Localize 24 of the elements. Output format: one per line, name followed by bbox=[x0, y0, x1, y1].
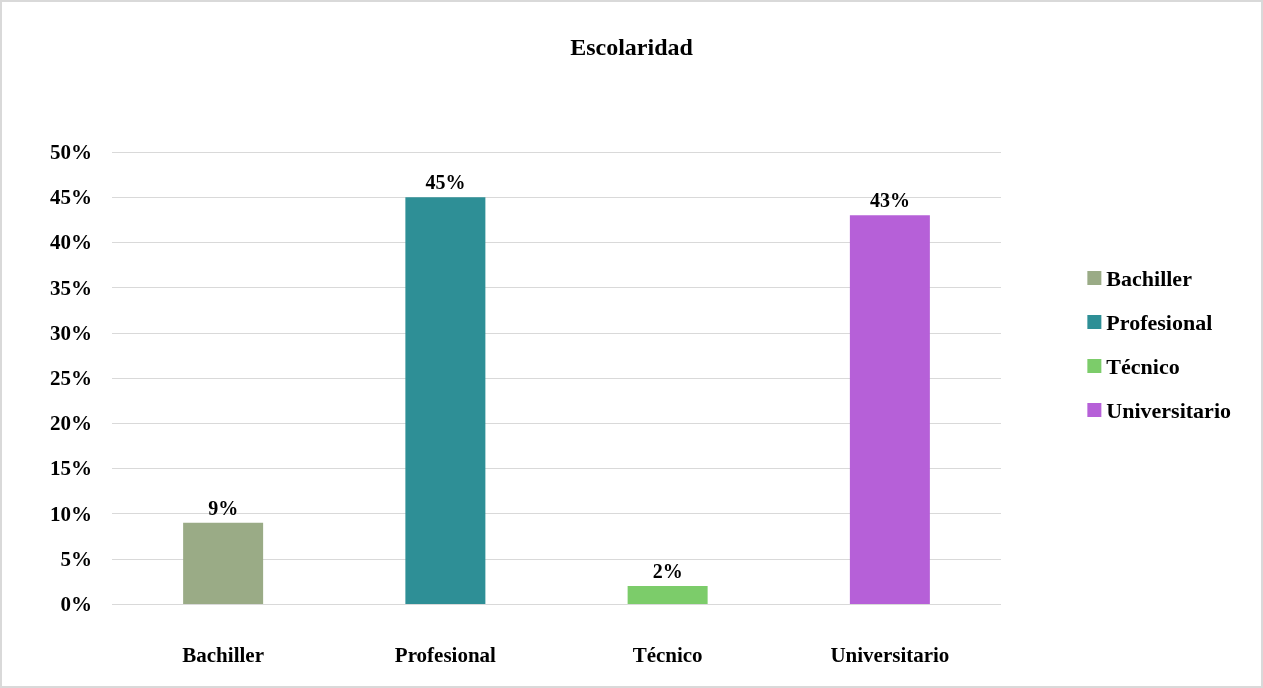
y-tick-label: 20% bbox=[50, 411, 92, 436]
y-tick-label: 5% bbox=[60, 546, 92, 571]
data-label: 2% bbox=[652, 559, 683, 582]
x-tick-label: Técnico bbox=[632, 642, 703, 667]
data-label: 45% bbox=[425, 171, 466, 194]
y-tick-label: 10% bbox=[50, 501, 92, 526]
y-tick-label: 15% bbox=[50, 456, 92, 481]
legend-label: Universitario bbox=[1106, 397, 1232, 423]
legend-label: Profesional bbox=[1106, 309, 1213, 335]
y-tick-label: 30% bbox=[50, 320, 92, 345]
x-tick-label: Bachiller bbox=[182, 642, 264, 667]
data-label: 43% bbox=[869, 189, 910, 212]
x-tick-label: Universitario bbox=[830, 642, 950, 667]
y-tick-label: 35% bbox=[50, 275, 92, 300]
y-tick-label: 40% bbox=[50, 230, 92, 255]
data-label: 9% bbox=[208, 496, 239, 519]
y-tick-label: 45% bbox=[50, 185, 92, 210]
y-tick-label: 25% bbox=[50, 366, 92, 390]
chart-title: Escolaridad bbox=[570, 34, 694, 60]
legend-label: Bachiller bbox=[1106, 265, 1193, 291]
y-tick-label: 0% bbox=[60, 592, 92, 616]
y-tick-label: 50% bbox=[50, 140, 92, 164]
x-tick-label: Profesional bbox=[394, 642, 497, 667]
legend-label: Técnico bbox=[1106, 353, 1180, 379]
